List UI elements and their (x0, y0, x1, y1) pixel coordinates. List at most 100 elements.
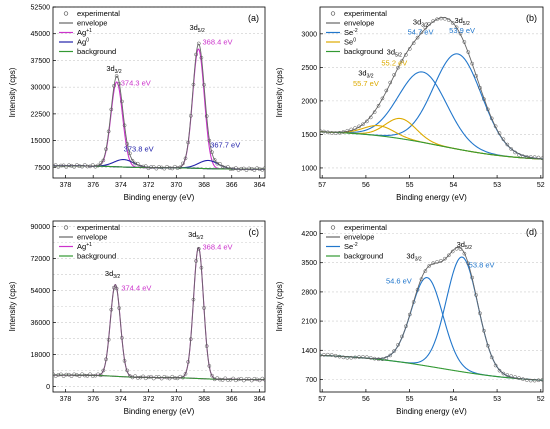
experimental-point (117, 306, 122, 310)
x-tick-label: 53 (493, 182, 501, 189)
experimental-point (196, 246, 201, 251)
experimental-point (322, 352, 326, 357)
orbital-label: 3d5/2 (189, 23, 205, 34)
experimental-point (524, 155, 529, 159)
experimental-point (53, 164, 55, 168)
experimental-point (493, 363, 498, 368)
panel-b: 57 56 55 54 53 52 1000 1500 2000 2500 3000 Binding … (275, 6, 545, 202)
experimental-point (384, 88, 389, 93)
experimental-point (320, 129, 322, 133)
experimental-point (88, 372, 92, 377)
experimental-point (207, 138, 212, 143)
experimental-point (212, 158, 217, 162)
legend-label: experimental (77, 9, 120, 18)
peak-annotation: 374.3 eV (121, 78, 151, 87)
experimental-point (146, 375, 151, 380)
axes-frame (52, 220, 266, 393)
axes-frame (319, 6, 544, 179)
experimental-point (98, 373, 103, 378)
orbital-main: 3d (188, 230, 196, 239)
orbital-sub: 5/2 (196, 235, 203, 241)
experimental-point (357, 124, 361, 129)
experimental-point (218, 377, 222, 382)
experimental-point (141, 374, 145, 379)
envelope-line (320, 17, 543, 160)
experimental-point (404, 52, 408, 57)
legend-marker (63, 225, 69, 230)
experimental-point (114, 74, 119, 78)
experimental-point (415, 287, 420, 292)
experimental-point (159, 376, 164, 381)
x-tick-label: 366 (226, 396, 238, 403)
experimental-point (357, 355, 361, 359)
orbital-label: 3d3/2 (358, 68, 374, 79)
experimental-point (532, 378, 537, 383)
legend-label: experimental (344, 9, 387, 18)
y-tick-label: 1500 (301, 132, 317, 139)
orbital-main: 3d (406, 252, 414, 261)
y-tick-label: 18000 (31, 352, 51, 359)
experimental-point (263, 166, 265, 170)
y-tick-label: 45000 (31, 31, 51, 38)
orbital-sub: 5/2 (395, 53, 402, 59)
experimental-point (439, 258, 443, 263)
panel-label: (a) (248, 13, 259, 23)
y-tick-label: 36000 (31, 320, 51, 327)
experimental-point (431, 19, 436, 23)
orbital-label: 3d3/2 (106, 64, 122, 75)
x-tick-label: 372 (143, 182, 155, 189)
experimental-point (349, 355, 354, 360)
y-tick-label: 0 (46, 384, 50, 391)
peak-annotation: 54.6 eV (386, 277, 412, 286)
experimental-point (419, 277, 424, 282)
experimental-point (524, 378, 529, 382)
experimental-point (446, 18, 451, 22)
peak-annotation: 53.9 eV (449, 26, 475, 35)
experimental-point (125, 142, 130, 146)
experimental-point (260, 167, 265, 172)
orbital-sub: 3/2 (113, 274, 120, 280)
panel-label: (b) (526, 13, 537, 23)
legend-label: envelope (77, 19, 107, 28)
experimental-point (162, 374, 167, 379)
plot-area (53, 41, 265, 172)
experimental-point (532, 155, 537, 160)
experimental-point (341, 355, 346, 360)
orbital-label: 3d3/2 (406, 252, 422, 263)
experimental-point (435, 17, 439, 22)
peak-annotation: 367.7 eV (210, 141, 240, 150)
experimental-point (69, 374, 74, 378)
experimental-point (329, 353, 334, 357)
experimental-point (528, 378, 533, 383)
experimental-point (517, 153, 521, 157)
experimental-point (247, 166, 251, 171)
x-tick-label: 366 (226, 182, 238, 189)
orbital-label: 3d5/2 (387, 48, 403, 59)
experimental-point (82, 163, 87, 167)
experimental-point (188, 337, 193, 342)
experimental-point (337, 130, 342, 135)
experimental-point (186, 140, 190, 145)
peak-annotation: 368.4 eV (202, 243, 232, 252)
peak-annotation: 368.4 eV (202, 37, 232, 46)
envelope-line (320, 246, 543, 381)
experimental-point (122, 123, 127, 128)
orbital-main: 3d (105, 269, 113, 278)
peak-annotation: 55.2 eV (381, 58, 407, 67)
experimental-point (210, 150, 214, 155)
orbital-sub: 5/2 (465, 245, 472, 251)
experimental-point (462, 40, 467, 44)
y-tick-label: 15000 (31, 138, 51, 145)
x-tick-label: 57 (318, 396, 326, 403)
legend-label: Ag0 (77, 38, 89, 47)
component-peak (320, 117, 543, 160)
experimental-point (196, 41, 201, 46)
x-tick-label: 368 (198, 182, 210, 189)
experimental-point (117, 81, 122, 86)
orbital-main: 3d (106, 64, 114, 73)
experimental-point (175, 376, 180, 381)
experimental-point (341, 130, 346, 134)
y-tick-label: 2800 (301, 289, 317, 296)
experimental-point (141, 164, 145, 169)
